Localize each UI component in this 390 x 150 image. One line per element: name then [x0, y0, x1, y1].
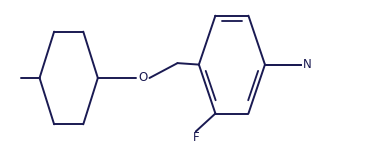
Text: F: F: [192, 131, 199, 144]
Text: O: O: [138, 71, 147, 84]
Text: N: N: [303, 58, 312, 71]
